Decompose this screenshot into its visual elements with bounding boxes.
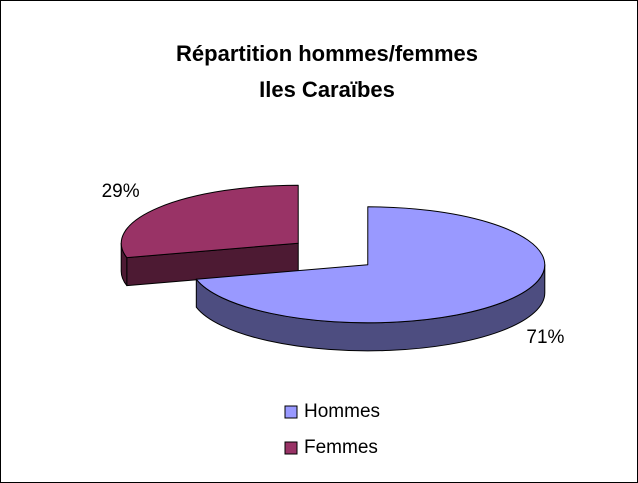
data-label: 29% — [102, 181, 140, 202]
pie-slice — [120, 184, 299, 259]
chart-title: Répartition hommes/femmes — [176, 41, 478, 66]
pie-slice — [195, 206, 546, 324]
legend-swatch — [284, 441, 298, 455]
chart-title: Iles Caraïbes — [259, 77, 395, 102]
legend-label: Femmes — [304, 437, 378, 458]
legend-label: Hommes — [304, 401, 380, 422]
legend-swatch — [284, 405, 298, 419]
data-label: 71% — [526, 327, 564, 348]
